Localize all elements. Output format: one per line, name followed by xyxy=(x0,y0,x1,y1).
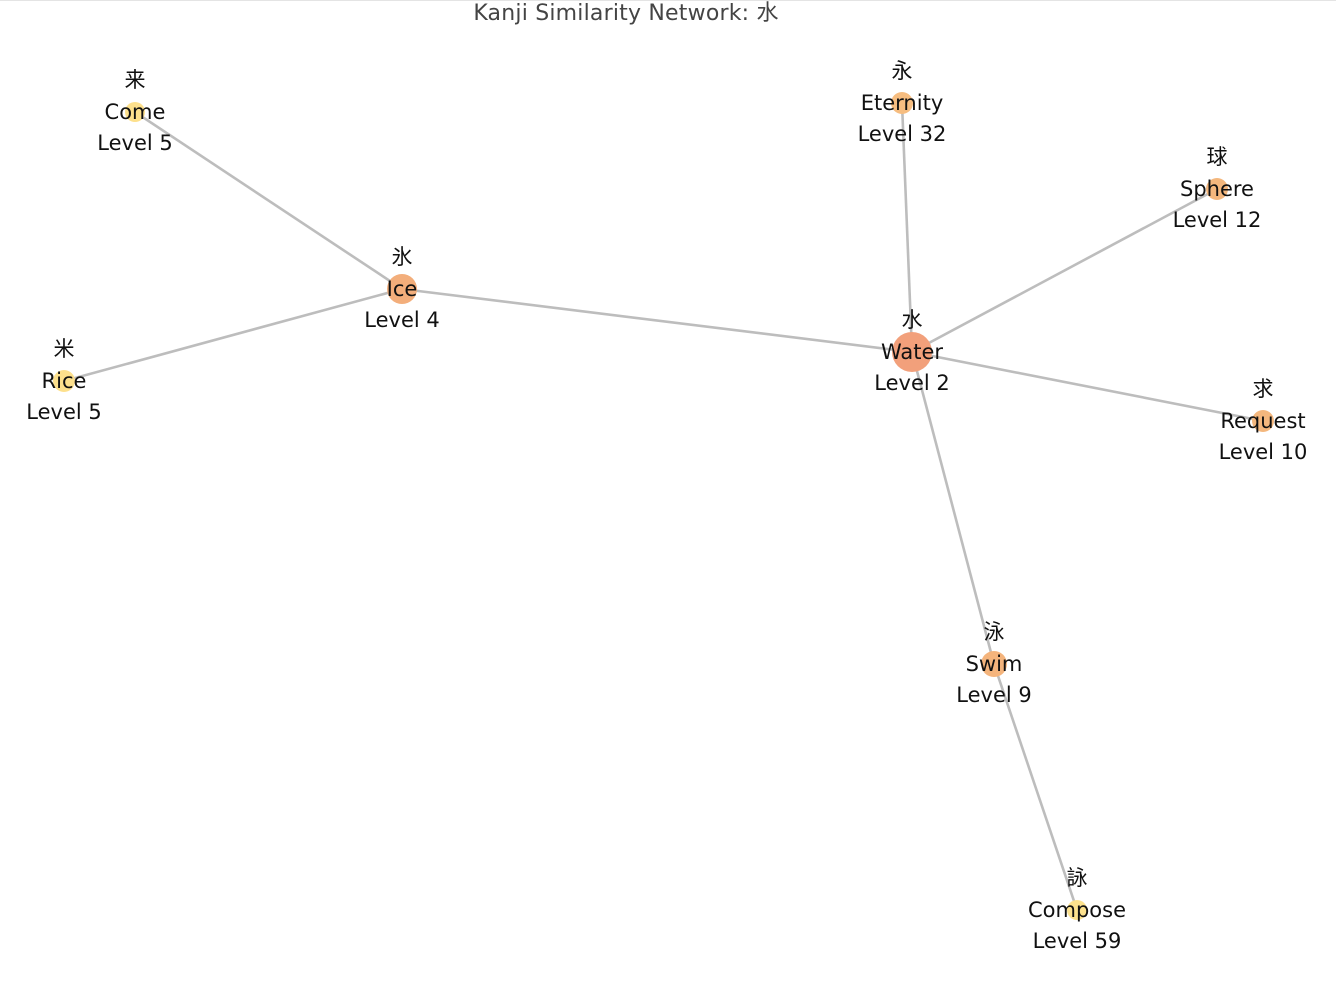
node-come-meaning-label: Come xyxy=(105,100,166,124)
node-rice-kanji-label: 米 xyxy=(54,337,75,361)
node-request-kanji-label: 求 xyxy=(1253,377,1274,401)
node-swim-level-label: Level 9 xyxy=(956,683,1031,707)
nodes-layer xyxy=(53,92,1274,920)
node-water[interactable] xyxy=(892,332,932,372)
node-eternity-kanji-label: 永 xyxy=(892,59,913,83)
node-water-kanji-label: 水 xyxy=(902,308,923,332)
node-come-level-label: Level 5 xyxy=(97,131,172,155)
edge-water-ice xyxy=(401,287,913,354)
node-sphere[interactable] xyxy=(1206,178,1228,200)
node-ice-level-label: Level 4 xyxy=(364,308,439,332)
node-rice-level-label: Level 5 xyxy=(26,400,101,424)
node-swim-kanji-label: 泳 xyxy=(984,620,1005,644)
node-compose-kanji-label: 詠 xyxy=(1067,866,1088,890)
edge-ice-come xyxy=(134,110,403,291)
node-request-level-label: Level 10 xyxy=(1219,440,1308,464)
node-ice-kanji-label: 氷 xyxy=(392,245,413,269)
node-request[interactable] xyxy=(1252,410,1274,432)
node-rice[interactable] xyxy=(53,370,75,392)
chart-title: Kanji Similarity Network: 水 xyxy=(473,1,779,26)
node-sphere-level-label: Level 12 xyxy=(1173,208,1262,232)
node-eternity-meaning-label: Eternity xyxy=(861,91,944,115)
node-eternity[interactable] xyxy=(891,92,913,114)
top-border xyxy=(0,0,1336,1)
node-swim[interactable] xyxy=(981,651,1007,677)
node-compose-meaning-label: Compose xyxy=(1028,898,1126,922)
edge-water-eternity xyxy=(900,102,914,353)
node-rice-meaning-label: Rice xyxy=(42,369,87,393)
node-water-level-label: Level 2 xyxy=(874,371,949,395)
node-eternity-level-label: Level 32 xyxy=(858,122,947,146)
node-sphere-meaning-label: Sphere xyxy=(1180,177,1254,201)
node-come[interactable] xyxy=(125,102,145,122)
node-swim-meaning-label: Swim xyxy=(966,652,1023,676)
node-ice-meaning-label: Ice xyxy=(387,277,418,301)
node-water-meaning-label: Water xyxy=(881,340,943,364)
edge-water-swim xyxy=(910,351,996,665)
node-compose-level-label: Level 59 xyxy=(1033,929,1122,953)
labels-layer: 水 Water Level 2 氷 Ice Level 4 来 Come Level 5 米 Ric… xyxy=(26,59,1307,953)
node-sphere-kanji-label: 球 xyxy=(1207,145,1228,169)
edges-layer xyxy=(63,102,1264,911)
edge-water-request xyxy=(911,350,1264,423)
edge-swim-compose xyxy=(992,663,1079,911)
edge-water-sphere xyxy=(911,187,1218,354)
node-ice[interactable] xyxy=(387,274,417,304)
node-come-kanji-label: 来 xyxy=(125,68,146,92)
node-compose[interactable] xyxy=(1067,900,1087,920)
edge-ice-rice xyxy=(63,287,403,383)
node-request-meaning-label: Request xyxy=(1220,409,1305,433)
